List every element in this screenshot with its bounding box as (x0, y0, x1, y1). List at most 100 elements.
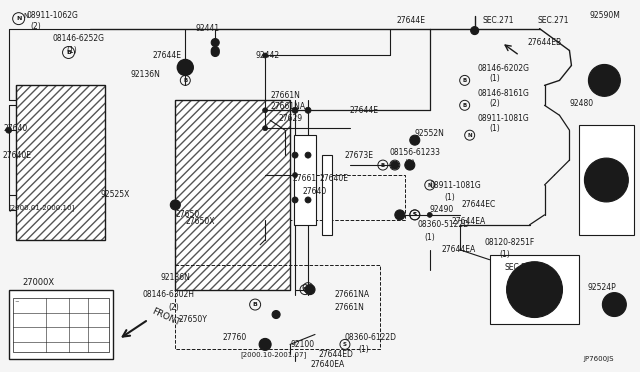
Text: 08911-1081G: 08911-1081G (430, 180, 481, 189)
Circle shape (262, 53, 268, 58)
Text: SEC.271: SEC.271 (483, 16, 514, 25)
Text: 08911-1062G: 08911-1062G (27, 11, 79, 20)
Text: 27650Y: 27650Y (179, 315, 207, 324)
Text: B: B (463, 78, 467, 83)
Circle shape (470, 26, 479, 35)
Text: 27661N: 27661N (335, 303, 365, 312)
Text: 27661: 27661 (292, 173, 316, 183)
Text: (1): (1) (500, 250, 510, 259)
Text: 27644E: 27644E (397, 16, 426, 25)
Text: 27661NA: 27661NA (335, 290, 370, 299)
Text: 27650: 27650 (175, 211, 200, 219)
Bar (490, 255, 579, 324)
Text: (1): (1) (425, 233, 436, 242)
Text: 27644EA: 27644EA (442, 245, 476, 254)
Text: 27650X: 27650X (186, 217, 215, 227)
Text: 08146-8161G: 08146-8161G (477, 89, 529, 98)
Circle shape (292, 197, 298, 203)
Text: B: B (393, 163, 397, 167)
Circle shape (179, 61, 192, 74)
Text: 92136N: 92136N (161, 273, 190, 282)
Text: (1): (1) (67, 46, 77, 55)
Text: JP7600JS: JP7600JS (584, 356, 614, 362)
Text: 27640: 27640 (302, 187, 326, 196)
Circle shape (260, 339, 270, 349)
Circle shape (596, 73, 612, 89)
Text: N: N (467, 133, 472, 138)
Text: 92100: 92100 (290, 340, 314, 349)
Text: 08146-6302H: 08146-6302H (142, 290, 195, 299)
Circle shape (292, 173, 298, 177)
Bar (175, 100, 290, 290)
Text: ~: ~ (15, 299, 19, 304)
Text: B: B (381, 163, 385, 167)
Circle shape (305, 107, 311, 113)
Bar (322, 155, 332, 235)
Text: 08146-6202G: 08146-6202G (477, 64, 530, 73)
Text: (1): (1) (490, 124, 500, 133)
Circle shape (211, 48, 220, 57)
Text: 08120-8251F: 08120-8251F (484, 238, 535, 247)
Text: 08156-61233: 08156-61233 (390, 148, 441, 157)
Circle shape (262, 126, 268, 131)
Text: 27644E: 27644E (152, 51, 181, 60)
Circle shape (6, 127, 12, 133)
Text: N: N (23, 13, 28, 19)
Text: 92590M: 92590M (589, 11, 620, 20)
Text: SEC.274: SEC.274 (504, 263, 536, 272)
Circle shape (395, 210, 405, 220)
Text: (2): (2) (31, 22, 42, 31)
Text: 27640E: 27640E (320, 173, 349, 183)
Text: 27000X: 27000X (22, 278, 55, 287)
Circle shape (262, 108, 268, 113)
Text: (1): (1) (445, 193, 456, 202)
Circle shape (292, 107, 298, 113)
Circle shape (584, 158, 628, 202)
Circle shape (259, 339, 271, 350)
Bar (175, 265, 380, 349)
Text: B: B (303, 287, 307, 292)
Circle shape (292, 152, 298, 158)
Circle shape (305, 285, 315, 295)
Text: B: B (306, 285, 310, 290)
Text: (1): (1) (490, 74, 500, 83)
Text: 27644EC: 27644EC (461, 201, 496, 209)
Bar (9, 290, 113, 359)
Circle shape (507, 262, 563, 318)
Text: 92442: 92442 (255, 51, 279, 60)
Text: 92480: 92480 (570, 99, 593, 108)
Text: 92441: 92441 (195, 24, 220, 33)
Text: N: N (16, 16, 21, 21)
Bar (290, 175, 405, 220)
Text: 08146-6252G: 08146-6252G (52, 34, 104, 43)
Text: 08360-5122D: 08360-5122D (418, 220, 470, 230)
Text: 92136N: 92136N (131, 70, 160, 79)
Text: S: S (413, 212, 417, 217)
Text: 27644EA: 27644EA (452, 217, 486, 227)
Text: B: B (183, 78, 188, 83)
Circle shape (602, 293, 627, 317)
Text: 27644EB: 27644EB (527, 38, 562, 47)
Text: [2000.01-2000.10]: [2000.01-2000.10] (9, 205, 75, 211)
Text: SEC.271: SEC.271 (538, 16, 569, 25)
Text: 27673E: 27673E (345, 151, 374, 160)
Bar (294, 135, 316, 225)
Text: 08911-1081G: 08911-1081G (477, 114, 529, 123)
Circle shape (428, 212, 432, 217)
Text: [2000.10-2001.07]: [2000.10-2001.07] (240, 351, 307, 358)
Bar (15, 86, 106, 240)
Circle shape (211, 39, 220, 46)
Circle shape (520, 276, 548, 304)
Text: 27644ED: 27644ED (318, 350, 353, 359)
Circle shape (177, 60, 193, 76)
Bar (15, 86, 106, 240)
Circle shape (170, 200, 180, 210)
Circle shape (410, 135, 420, 145)
Text: 27640EA: 27640EA (310, 360, 344, 369)
Circle shape (405, 160, 415, 170)
Text: 27640: 27640 (4, 124, 28, 133)
Text: B: B (253, 302, 257, 307)
Text: S: S (413, 212, 417, 217)
Text: N: N (428, 183, 432, 187)
Circle shape (305, 152, 311, 158)
